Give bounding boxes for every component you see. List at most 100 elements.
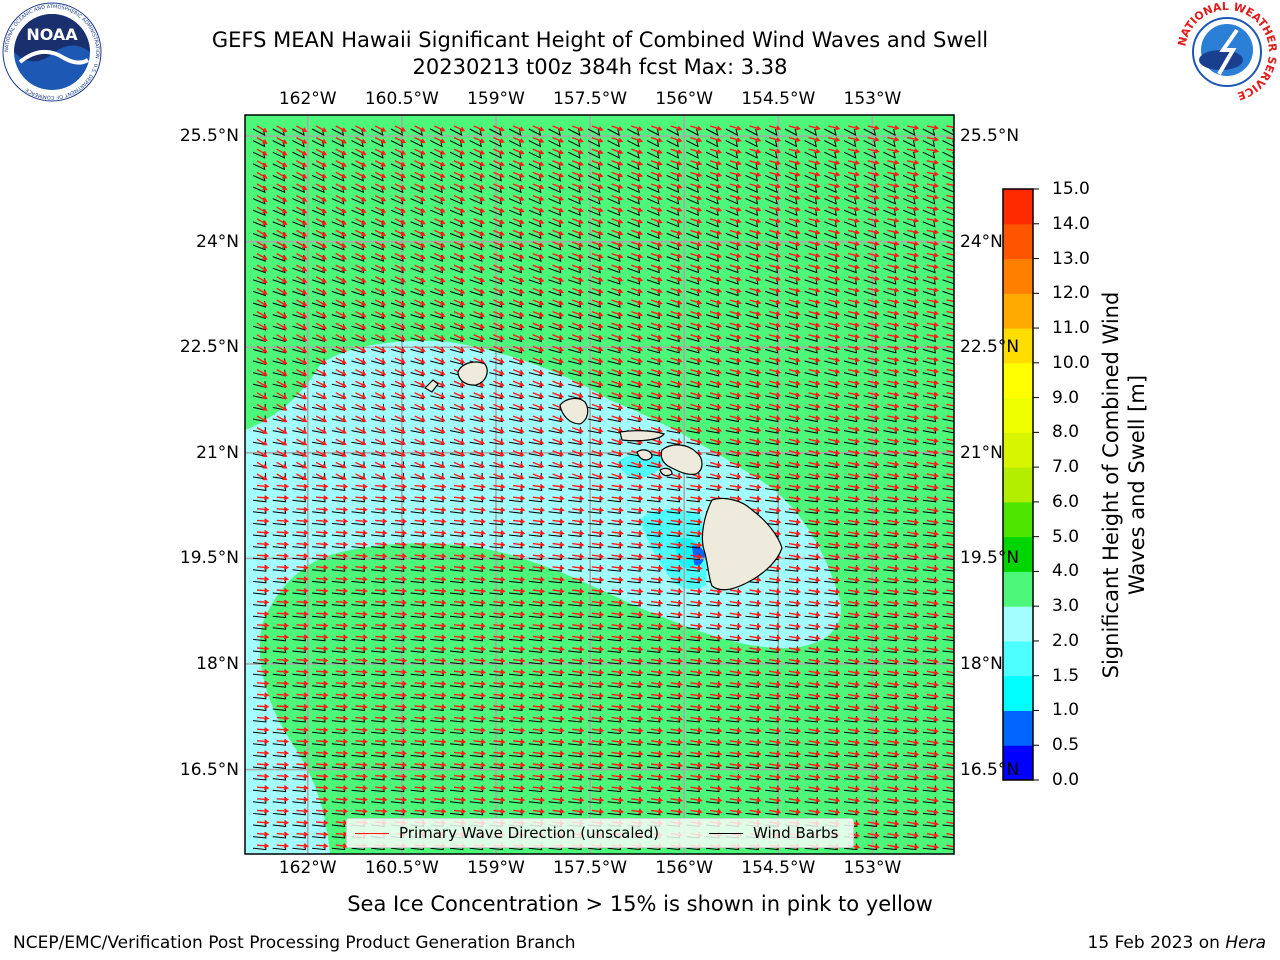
wave-direction-arrow — [946, 334, 954, 339]
wave-direction-arrow — [867, 345, 880, 351]
wave-direction-arrow — [571, 183, 584, 190]
wave-direction-arrow — [828, 287, 841, 293]
colorbar-segment — [1003, 223, 1033, 260]
wave-direction-arrow — [256, 634, 270, 640]
wave-direction-arrow — [375, 599, 388, 605]
wave-direction-arrow — [394, 530, 408, 536]
wave-direction-arrow — [473, 461, 486, 468]
wave-direction-arrow — [374, 252, 387, 260]
wave-direction-arrow — [926, 542, 940, 548]
wave-direction-arrow — [473, 299, 486, 306]
wave-direction-arrow — [591, 310, 604, 317]
wave-direction-arrow — [591, 553, 605, 559]
wave-direction-arrow — [335, 148, 347, 156]
wave-direction-arrow — [690, 542, 703, 548]
wave-direction-arrow — [552, 461, 565, 468]
wave-direction-arrow — [828, 194, 841, 200]
wind-barb — [942, 406, 954, 411]
wave-direction-arrow — [887, 565, 900, 571]
wave-direction-arrow — [375, 704, 388, 710]
wave-direction-arrow — [256, 252, 268, 260]
wave-direction-arrow — [946, 531, 954, 537]
wave-direction-arrow — [847, 519, 861, 525]
wave-direction-arrow — [552, 310, 565, 317]
wave-direction-arrow — [591, 774, 605, 780]
wave-direction-arrow — [552, 576, 565, 582]
wave-direction-arrow — [709, 600, 723, 606]
legend-swatch-red — [355, 832, 389, 834]
wave-direction-arrow — [631, 588, 644, 594]
wave-direction-arrow — [769, 519, 782, 525]
wave-direction-arrow — [749, 368, 762, 375]
wave-direction-arrow — [394, 483, 408, 489]
wave-direction-arrow — [434, 218, 446, 225]
wave-direction-arrow — [572, 484, 585, 490]
footer-date-text: 15 Feb 2023 on — [1087, 933, 1220, 953]
wave-direction-arrow — [887, 159, 900, 165]
wave-direction-arrow — [867, 530, 880, 536]
wave-direction-arrow — [867, 392, 880, 397]
wave-direction-arrow — [453, 125, 466, 132]
wave-direction-arrow — [572, 716, 585, 722]
wave-direction-arrow — [926, 356, 940, 362]
wave-direction-arrow — [532, 658, 546, 664]
wave-direction-arrow — [709, 171, 723, 178]
wave-direction-arrow — [571, 125, 584, 132]
wave-direction-arrow — [256, 276, 268, 284]
wave-direction-arrow — [906, 461, 920, 467]
wave-direction-arrow — [591, 750, 605, 756]
wave-direction-arrow — [670, 276, 683, 282]
wind-barb — [764, 151, 778, 159]
wind-barb — [942, 395, 954, 399]
wave-direction-arrow — [256, 206, 268, 214]
wave-direction-arrow — [847, 751, 861, 757]
wave-direction-arrow — [512, 160, 525, 167]
wave-direction-arrow — [532, 206, 545, 213]
wave-direction-arrow — [926, 391, 940, 397]
wave-direction-arrow — [493, 136, 505, 143]
wave-direction-arrow — [394, 368, 407, 376]
wave-direction-arrow — [631, 762, 644, 768]
wave-direction-arrow — [591, 646, 605, 652]
wave-direction-arrow — [512, 438, 525, 445]
wave-direction-arrow — [847, 241, 861, 247]
wave-direction-arrow — [296, 438, 308, 446]
wave-direction-arrow — [532, 750, 546, 756]
wave-direction-arrow — [749, 310, 762, 317]
wave-direction-arrow — [355, 634, 368, 640]
wave-direction-arrow — [414, 739, 427, 745]
wave-direction-arrow — [276, 588, 290, 594]
tick-label: 159°W — [467, 858, 525, 878]
wave-direction-arrow — [414, 495, 427, 501]
wave-direction-arrow — [769, 380, 782, 386]
wave-direction-arrow — [828, 739, 841, 745]
wave-direction-arrow — [493, 600, 506, 606]
wave-direction-arrow — [749, 809, 762, 815]
wave-direction-arrow — [867, 646, 880, 652]
wave-direction-arrow — [453, 160, 466, 167]
wave-direction-arrow — [709, 611, 723, 617]
wind-barb — [370, 186, 384, 194]
wave-direction-arrow — [256, 194, 268, 202]
wave-direction-arrow — [532, 542, 546, 548]
wave-direction-arrow — [867, 403, 880, 409]
wave-direction-arrow — [315, 264, 328, 272]
wave-direction-arrow — [887, 739, 900, 745]
wave-direction-arrow — [709, 658, 723, 664]
wave-direction-arrow — [335, 785, 349, 791]
wave-direction-arrow — [670, 577, 684, 583]
wind-barb — [942, 277, 954, 285]
wave-direction-arrow — [493, 797, 506, 803]
wave-direction-arrow — [473, 646, 487, 652]
wave-direction-arrow — [847, 588, 861, 594]
wind-barb — [863, 174, 877, 182]
wave-direction-arrow — [434, 264, 446, 271]
wave-direction-arrow — [670, 322, 683, 329]
wave-direction-arrow — [335, 483, 349, 489]
wave-direction-arrow — [434, 357, 446, 364]
wave-direction-arrow — [788, 646, 802, 652]
wave-direction-arrow — [709, 125, 723, 131]
wave-direction-arrow — [355, 785, 368, 791]
wave-direction-arrow — [571, 148, 584, 155]
wave-direction-arrow — [532, 797, 546, 803]
